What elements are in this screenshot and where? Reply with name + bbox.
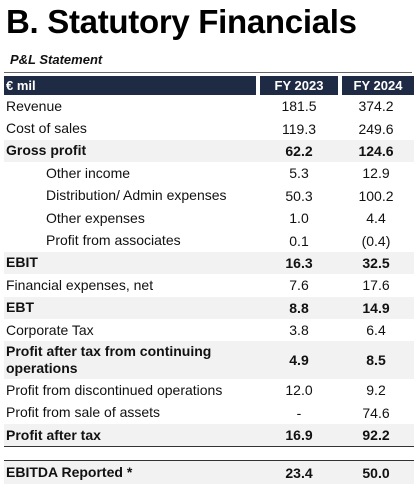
row-fy2023: - bbox=[296, 404, 302, 421]
row-fy2023: 181.5 bbox=[281, 98, 317, 115]
table-header: € mil FY 2023 FY 2024 bbox=[4, 76, 414, 95]
row-fy2024: 9.2 bbox=[366, 382, 386, 399]
table-row: EBITDA Reported * 23.4 50.0 bbox=[4, 461, 414, 484]
section-label: P&L Statement bbox=[10, 52, 103, 67]
header-fy2023: FY 2023 bbox=[260, 76, 338, 95]
table-row: Other income 5.3 12.9 bbox=[4, 162, 414, 184]
row-fy2024: 6.4 bbox=[366, 322, 386, 339]
table-row: Profit from sale of assets - 74.6 bbox=[4, 402, 414, 424]
pl-table: Revenue 181.5 374.2 Cost of sales 119.3 … bbox=[4, 95, 414, 484]
row-fy2023: 0.1 bbox=[289, 232, 309, 249]
table-row: Revenue 181.5 374.2 bbox=[4, 95, 414, 117]
spacer bbox=[4, 447, 414, 460]
row-fy2023: 16.9 bbox=[285, 427, 313, 444]
row-fy2023: 7.6 bbox=[289, 277, 309, 294]
row-fy2024: 92.2 bbox=[362, 427, 390, 444]
row-label: EBITDA Reported * bbox=[6, 464, 133, 481]
row-fy2023: 119.3 bbox=[282, 120, 316, 137]
row-label: Profit from associates bbox=[46, 232, 181, 249]
table-row: Profit after tax 16.9 92.2 bbox=[4, 424, 414, 447]
row-fy2024: 14.9 bbox=[362, 299, 390, 316]
table-row: Distribution/ Admin expenses 50.3 100.2 bbox=[4, 185, 414, 207]
header-unit: € mil bbox=[4, 76, 256, 95]
table-row: Profit from discontinued operations 12.0… bbox=[4, 379, 414, 401]
table-row: Profit after tax from continuing operati… bbox=[4, 341, 414, 380]
row-fy2024: 374.2 bbox=[358, 98, 394, 115]
row-fy2024: 4.4 bbox=[366, 210, 386, 227]
row-fy2023: 8.8 bbox=[289, 299, 309, 316]
table-row: Financial expenses, net 7.6 17.6 bbox=[4, 274, 414, 296]
row-fy2024: 50.0 bbox=[362, 464, 390, 481]
table-row: EBIT 16.3 32.5 bbox=[4, 251, 414, 275]
row-fy2023: 4.9 bbox=[289, 352, 309, 369]
row-fy2024: 74.6 bbox=[362, 404, 390, 421]
row-fy2023: 50.3 bbox=[285, 187, 313, 204]
table-row: Gross profit 62.2 124.6 bbox=[4, 139, 414, 163]
row-label: Other expenses bbox=[46, 209, 145, 226]
row-fy2023: 62.2 bbox=[285, 142, 313, 159]
page-title: B. Statutory Financials bbox=[6, 3, 357, 40]
table-row: Other expenses 1.0 4.4 bbox=[4, 207, 414, 229]
row-fy2024: 124.6 bbox=[358, 142, 394, 159]
row-label: Cost of sales bbox=[6, 120, 87, 137]
row-fy2023: 16.3 bbox=[285, 254, 313, 271]
row-label: EBIT bbox=[6, 254, 38, 271]
row-label: Financial expenses, net bbox=[6, 276, 154, 293]
row-label: Profit from sale of assets bbox=[6, 404, 161, 421]
table-row: Profit from associates 0.1 (0.4) bbox=[4, 229, 414, 251]
row-fy2023: 23.4 bbox=[285, 464, 313, 481]
row-label: Other income bbox=[46, 164, 131, 181]
row-fy2023: 3.8 bbox=[289, 322, 309, 339]
row-label: EBT bbox=[6, 299, 34, 316]
row-label: Gross profit bbox=[6, 142, 87, 159]
row-fy2023: 5.3 bbox=[289, 165, 309, 182]
row-label: Profit after tax bbox=[6, 426, 101, 443]
row-label: Profit after tax from continuing operati… bbox=[6, 343, 212, 377]
header-fy2024: FY 2024 bbox=[342, 76, 414, 95]
row-label: Profit from discontinued operations bbox=[6, 381, 223, 398]
table-row: Corporate Tax 3.8 6.4 bbox=[4, 319, 414, 341]
table-divider bbox=[4, 446, 414, 448]
row-label: Revenue bbox=[6, 97, 63, 114]
row-fy2024: 12.9 bbox=[362, 165, 390, 182]
row-fy2024: 249.6 bbox=[358, 120, 394, 137]
section-divider bbox=[4, 72, 412, 73]
row-fy2023: 12.0 bbox=[285, 382, 313, 399]
row-fy2023: 1.0 bbox=[289, 210, 309, 227]
row-fy2024: 8.5 bbox=[366, 352, 386, 369]
table-row: Cost of sales 119.3 249.6 bbox=[4, 117, 414, 139]
row-label: Corporate Tax bbox=[6, 321, 94, 338]
table-divider bbox=[4, 460, 414, 462]
row-fy2024: 17.6 bbox=[362, 277, 390, 294]
table-row: EBT 8.8 14.9 bbox=[4, 296, 414, 319]
row-label: Distribution/ Admin expenses bbox=[46, 187, 227, 204]
row-fy2024: (0.4) bbox=[361, 232, 391, 249]
row-fy2024: 100.2 bbox=[358, 187, 394, 204]
row-fy2024: 32.5 bbox=[362, 254, 390, 271]
